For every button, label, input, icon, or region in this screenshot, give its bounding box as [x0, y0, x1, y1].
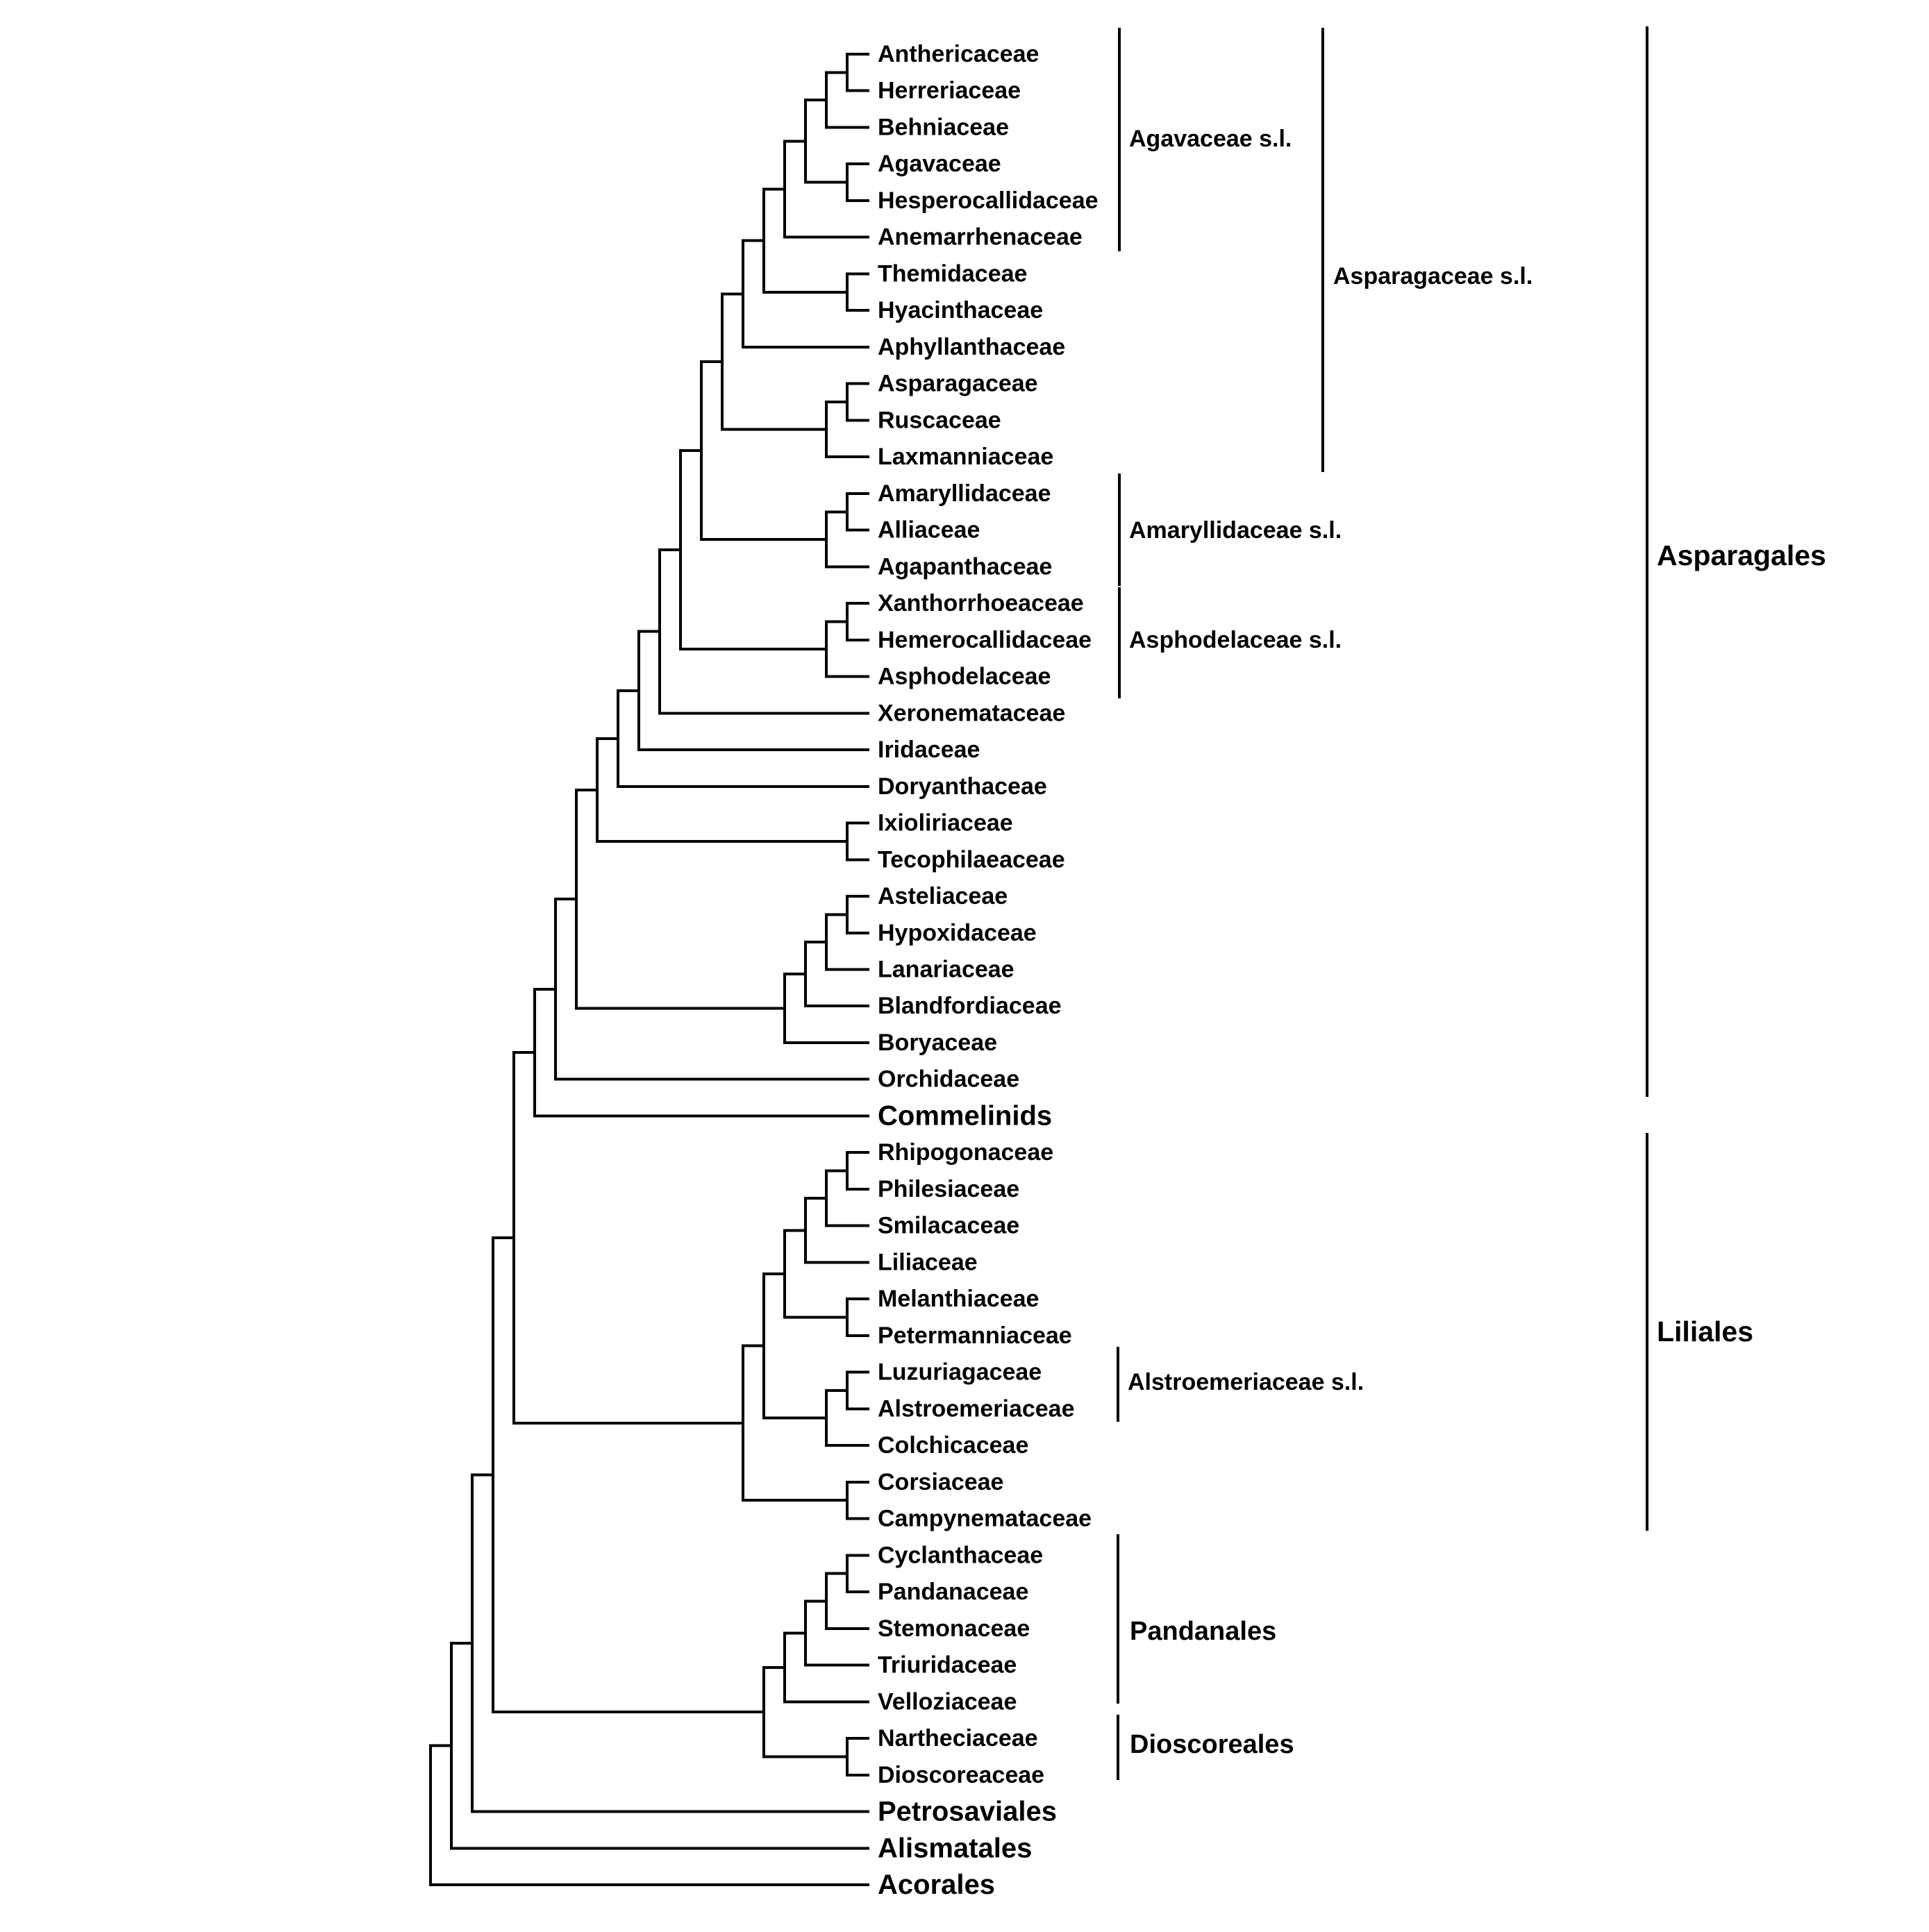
tip-label-order: Petrosaviales: [878, 1797, 1057, 1827]
tip-label-family: Asphodelaceae: [878, 664, 1051, 690]
tip-label-family: Asparagaceae: [878, 371, 1038, 397]
clade-bracket-label: Asphodelaceae s.l.: [1129, 627, 1342, 653]
tip-label-family: Cyclanthaceae: [878, 1542, 1043, 1568]
tip-label-family: Themidaceae: [878, 260, 1027, 287]
clade-bracket-label: Amaryllidaceae s.l.: [1129, 517, 1342, 544]
tip-label-family: Xanthorrhoeaceae: [878, 590, 1084, 616]
tip-label-family: Aphyllanthaceae: [878, 334, 1065, 360]
clade-bracket-label: Alstroemeriaceae s.l.: [1128, 1369, 1364, 1395]
tip-label-family: Corsiaceae: [878, 1469, 1003, 1495]
tip-label-family: Anthericaceae: [878, 41, 1039, 67]
tip-label-family: Alstroemeriaceae: [878, 1395, 1075, 1422]
tip-label-family: Agavaceae: [878, 151, 1001, 177]
tip-label-family: Boryaceae: [878, 1030, 997, 1056]
tip-label-family: Lanariaceae: [878, 957, 1014, 983]
tip-label-family: Xeronemataceae: [878, 700, 1065, 726]
tip-label-family: Doryanthaceae: [878, 773, 1047, 800]
clade-bracket-label: Dioscoreales: [1130, 1730, 1294, 1759]
tip-label-family: Hesperocallidaceae: [878, 187, 1099, 214]
tip-label-family: Herreriaceae: [878, 78, 1021, 104]
tip-label-family: Ruscaceae: [878, 407, 1001, 433]
tip-label-order: Commelinids: [878, 1100, 1052, 1131]
tip-label-family: Orchidaceae: [878, 1066, 1019, 1093]
tip-label-family: Anemarrhenaceae: [878, 224, 1083, 251]
tip-label-family: Melanthiaceae: [878, 1286, 1039, 1312]
tip-label-family: Hemerocallidaceae: [878, 627, 1092, 653]
tip-label-family: Ixioliriaceae: [878, 810, 1013, 837]
tip-label-family: Agapanthaceae: [878, 553, 1052, 580]
tip-label-order: Alismatales: [878, 1833, 1032, 1863]
tip-label-family: Hyacinthaceae: [878, 297, 1043, 324]
tip-label-family: Behniaceae: [878, 114, 1009, 140]
tip-label-family: Alliaceae: [878, 517, 980, 544]
tip-label-family: Nartheciaceae: [878, 1725, 1038, 1752]
tip-label-family: Amaryllidaceae: [878, 480, 1051, 507]
tip-label-family: Liliaceae: [878, 1249, 978, 1275]
clade-bracket-label: Agavaceae s.l.: [1129, 126, 1292, 152]
clade-bracket-label: Pandanales: [1130, 1617, 1276, 1646]
tip-label-family: Smilacaceae: [878, 1213, 1019, 1239]
tip-label-order: Acorales: [878, 1870, 995, 1900]
tip-label-family: Philesiaceae: [878, 1176, 1019, 1202]
tip-label-family: Triuridaceae: [878, 1652, 1017, 1679]
clade-bracket-label: Asparagales: [1657, 539, 1826, 571]
clade-bracket-label: Asparagaceae s.l.: [1333, 263, 1533, 289]
tip-label-family: Colchicaceae: [878, 1432, 1028, 1459]
tip-label-family: Blandfordiaceae: [878, 993, 1062, 1019]
tip-label-family: Stemonaceae: [878, 1615, 1030, 1642]
tip-label-family: Hypoxidaceae: [878, 920, 1037, 946]
tip-label-family: Asteliaceae: [878, 883, 1008, 909]
tip-label-family: Luzuriagaceae: [878, 1359, 1042, 1386]
tip-label-family: Dioscoreaceae: [878, 1762, 1044, 1788]
tip-label-family: Laxmanniaceae: [878, 444, 1053, 470]
tip-label-family: Petermanniaceae: [878, 1322, 1072, 1349]
tip-label-family: Rhipogonaceae: [878, 1139, 1053, 1166]
tip-label-family: Iridaceae: [878, 737, 980, 763]
clade-bracket-label: Liliales: [1657, 1316, 1753, 1347]
tip-label-family: Pandanaceae: [878, 1579, 1028, 1605]
tip-label-family: Tecophilaeaceae: [878, 846, 1065, 873]
tip-label-family: Velloziaceae: [878, 1688, 1017, 1715]
tip-label-family: Campynemataceae: [878, 1506, 1092, 1532]
